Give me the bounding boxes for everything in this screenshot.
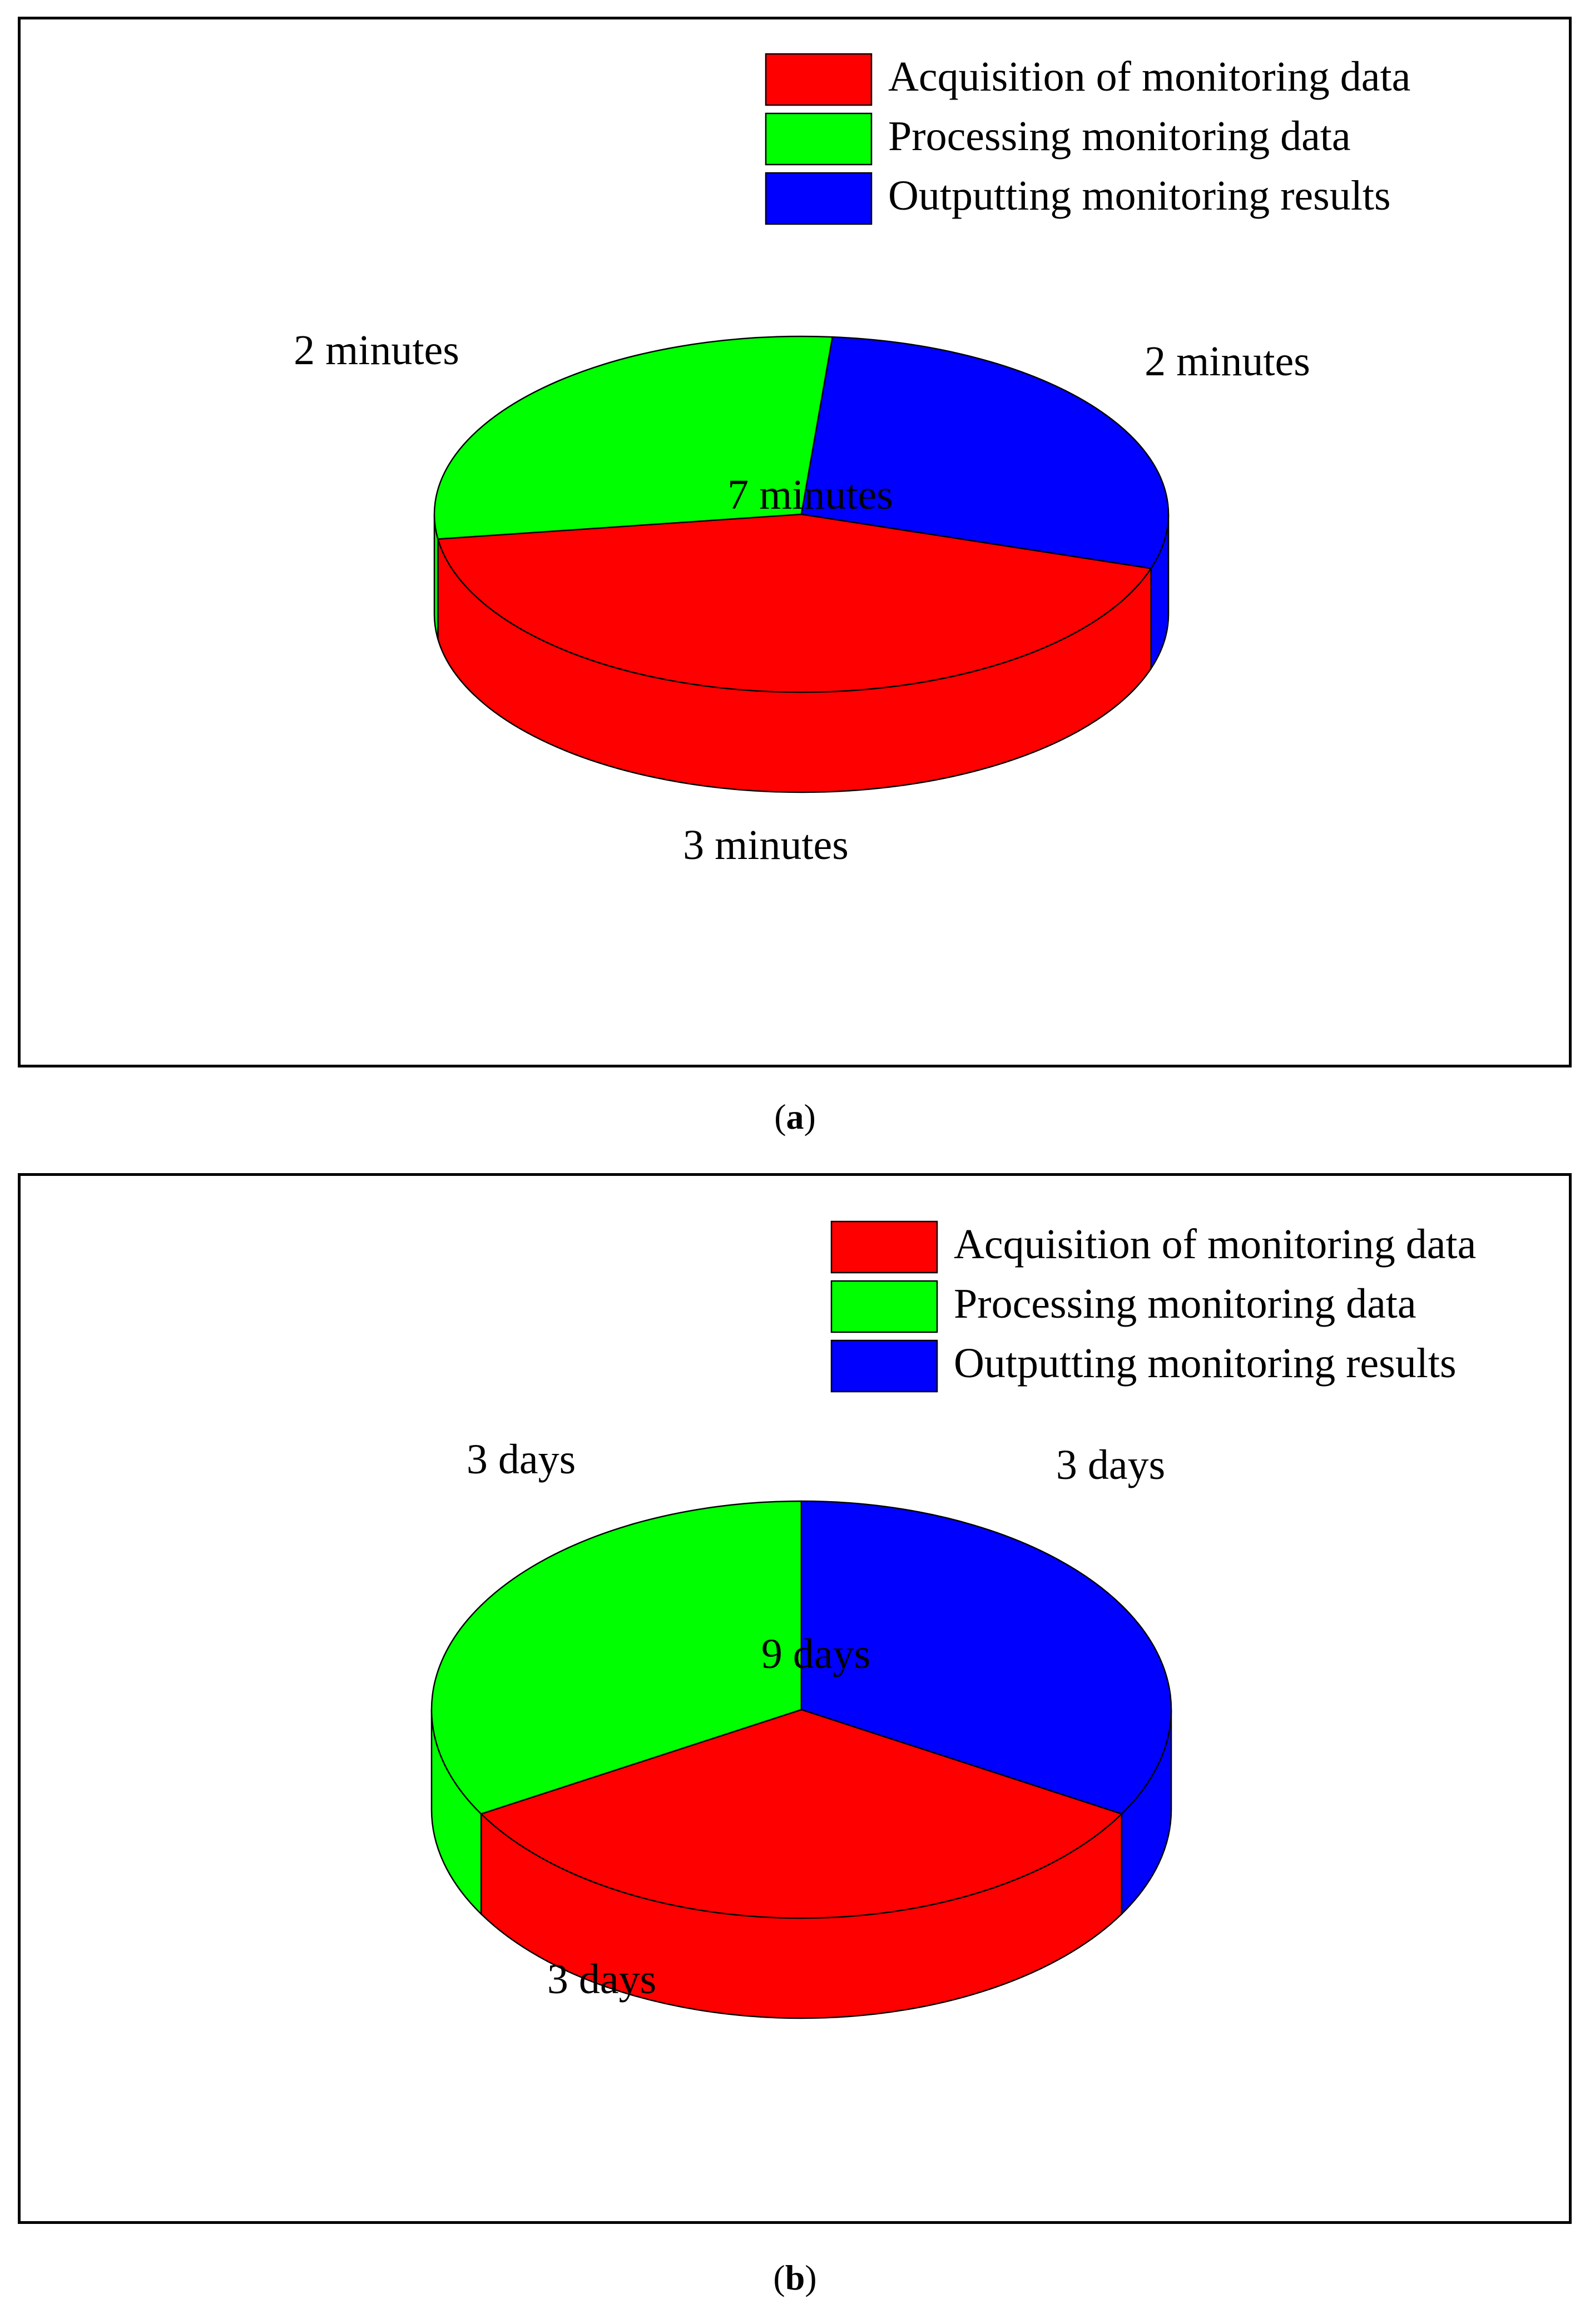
slice-label-1-0: 3 days bbox=[547, 1956, 656, 2003]
pie-slice-0-0 bbox=[437, 513, 1152, 693]
total-label-0: 7 minutes bbox=[727, 471, 893, 518]
pie-slice-0-1 bbox=[433, 335, 834, 540]
legend-label-1-2: Outputting monitoring results bbox=[954, 1340, 1457, 1387]
legend-swatch-0-1 bbox=[765, 112, 873, 166]
chart-panel-b: 3 days 3 days 3 days 9 days Acquisition of m… bbox=[18, 1173, 1572, 2224]
caption-a-letter: a bbox=[786, 1097, 804, 1136]
slice-label-0-1: 2 minutes bbox=[294, 327, 459, 374]
caption-a: (a) bbox=[774, 1097, 816, 1136]
pie-slice-1-0 bbox=[479, 1709, 1123, 1919]
slice-label-1-1: 3 days bbox=[467, 1436, 576, 1483]
chart-panel-a: 3 minutes 2 minutes 2 minutes 7 minutes Acqu… bbox=[18, 17, 1572, 1067]
legend-swatch-1-2 bbox=[830, 1339, 938, 1393]
legend-swatch-1-1 bbox=[830, 1280, 938, 1333]
slice-label-0-2: 2 minutes bbox=[1145, 338, 1310, 385]
legend-label-1-1: Processing monitoring data bbox=[954, 1280, 1416, 1327]
legend-1: Acquisition of monitoring data Processing… bbox=[830, 1220, 1476, 1393]
slice-label-0-0: 3 minutes bbox=[683, 822, 849, 868]
slice-label-1-2: 3 days bbox=[1056, 1442, 1165, 1488]
legend-swatch-0-2 bbox=[765, 172, 873, 225]
legend-label-0-2: Outputting monitoring results bbox=[888, 172, 1391, 219]
legend-label-0-0: Acquisition of monitoring data bbox=[888, 53, 1410, 100]
pie-chart-a: 3 minutes 2 minutes 2 minutes 7 minutes Acqu… bbox=[294, 53, 1410, 868]
pie-slice-0-2 bbox=[800, 336, 1170, 569]
pie-slice-1-1 bbox=[430, 1500, 803, 1815]
legend-swatch-1-0 bbox=[830, 1220, 938, 1274]
caption-b-letter: b bbox=[785, 2258, 805, 2297]
total-label-1: 9 days bbox=[761, 1631, 870, 1677]
caption-b: (b) bbox=[773, 2258, 817, 2297]
pie-3d-1 bbox=[430, 1500, 1172, 2019]
legend-swatch-0-0 bbox=[765, 53, 873, 106]
legend-label-1-0: Acquisition of monitoring data bbox=[954, 1221, 1476, 1268]
legend-0: Acquisition of monitoring data Processing… bbox=[765, 53, 1410, 225]
pie-chart-b: 3 days 3 days 3 days 9 days Acquisition of m… bbox=[430, 1220, 1476, 2019]
pie-3d-0 bbox=[433, 335, 1170, 793]
legend-label-0-1: Processing monitoring data bbox=[888, 113, 1351, 160]
pie-slice-1-2 bbox=[800, 1500, 1172, 1815]
